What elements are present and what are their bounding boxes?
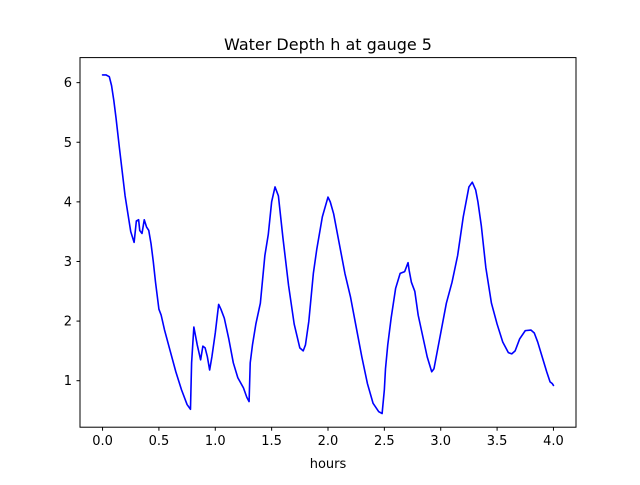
y-tick-label: 5 — [64, 136, 72, 151]
x-axis: 0.0 0.5 1.0 1.5 2.0 2.5 3.0 3.5 4.0 — [92, 427, 564, 449]
y-tick-label: 1 — [64, 374, 72, 389]
y-tick-label: 6 — [64, 76, 72, 91]
x-axis-label: hours — [310, 457, 347, 472]
series-line — [101, 74, 555, 415]
x-tick-label: 0.0 — [92, 434, 113, 449]
y-tick-label: 2 — [64, 315, 72, 330]
y-tick-label: 4 — [64, 195, 72, 210]
x-tick-label: 0.5 — [149, 434, 170, 449]
x-tick-label: 2.0 — [318, 434, 339, 449]
x-tick-label: 1.5 — [261, 434, 282, 449]
x-tick-label: 3.5 — [487, 434, 508, 449]
y-axis: 1 2 3 4 5 6 — [64, 76, 80, 389]
x-tick-label: 1.0 — [205, 434, 226, 449]
chart-title: Water Depth h at gauge 5 — [224, 35, 432, 54]
y-tick-label: 3 — [64, 255, 72, 270]
axes-frame — [79, 57, 577, 428]
x-tick-label: 4.0 — [543, 434, 564, 449]
x-tick-label: 3.0 — [430, 434, 451, 449]
x-tick-label: 2.5 — [374, 434, 395, 449]
plot-area — [101, 74, 555, 415]
